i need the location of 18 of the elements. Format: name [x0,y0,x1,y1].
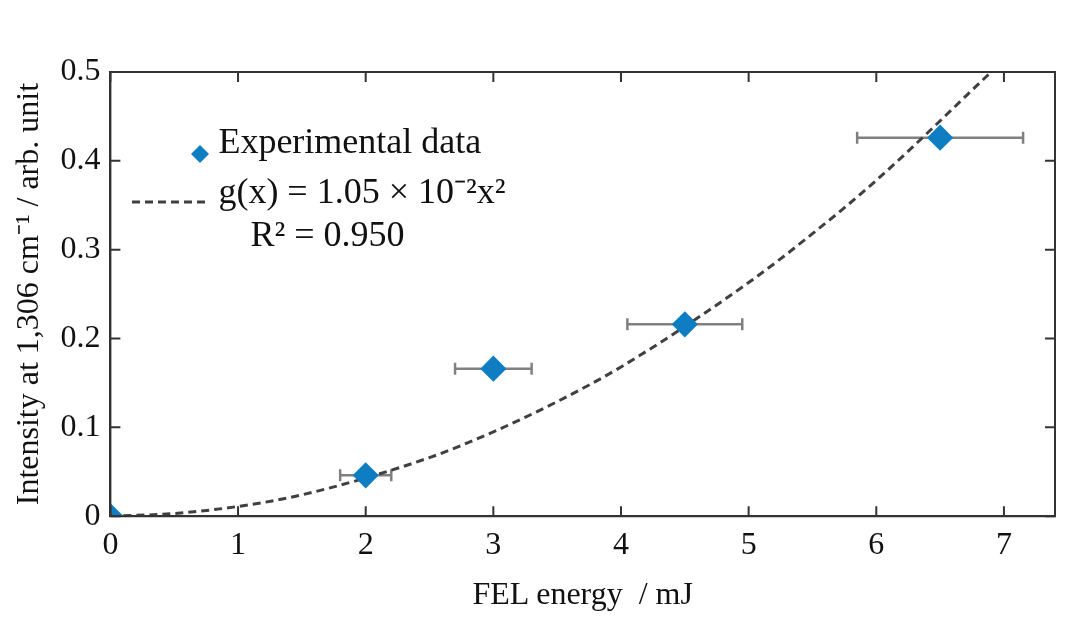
legend-label: Experimental data [218,120,482,162]
x-tick-label: 4 [612,524,629,561]
y-tick-label: 0.1 [60,406,101,443]
x-tick-label: 6 [868,524,885,561]
x-tick-label: 3 [485,524,502,561]
y-axis-title: Intensity at 1,306 cm⁻¹ / arb. unit [8,82,45,506]
y-tick-label: 0.5 [60,51,101,88]
y-tick-label: 0.2 [60,317,101,354]
x-tick-label: 7 [995,524,1012,561]
x-axis-title: FEL energy / mJ [472,575,693,612]
x-tick-label: 5 [740,524,757,561]
y-tick-label: 0 [84,495,101,532]
legend-label: g(x) = 1.05 × 10⁻²x² [218,169,506,213]
x-tick-label: 1 [230,524,247,561]
annotation: R² = 0.950 [249,213,406,255]
x-tick-label: 2 [357,524,374,561]
y-tick-label: 0.4 [60,140,101,177]
y-tick-label: 0.3 [60,229,101,266]
